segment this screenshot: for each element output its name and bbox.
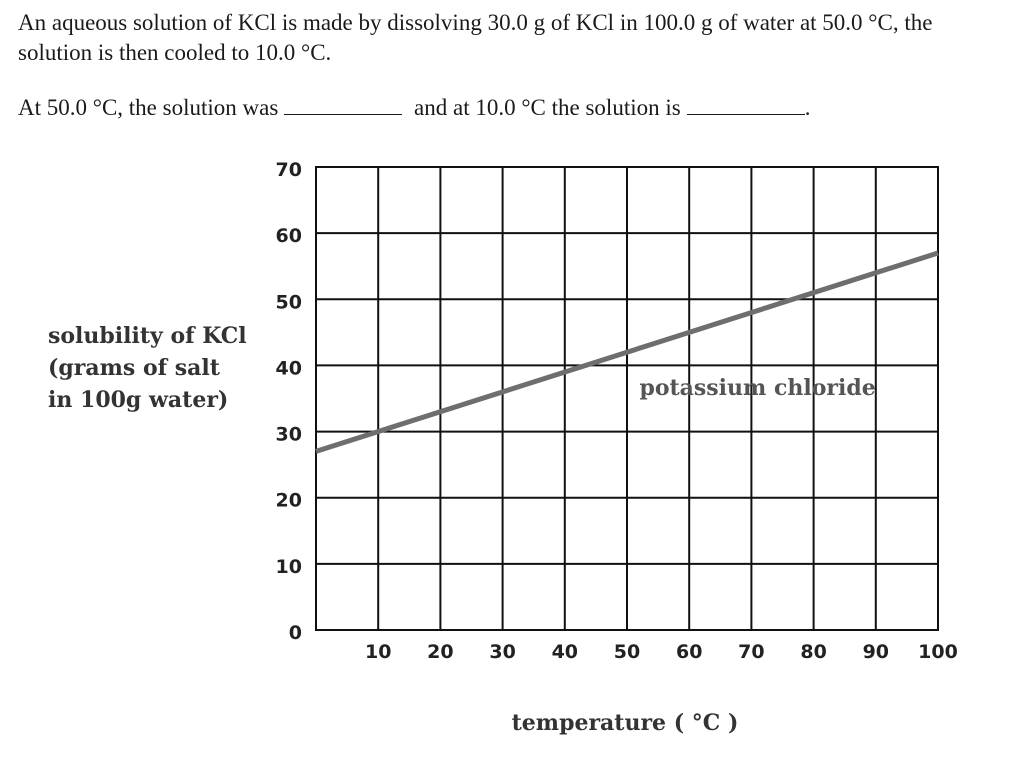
series-annotation: potassium chloride <box>639 375 875 401</box>
y-tick-label: 70 <box>276 159 302 181</box>
y-tick-label: 30 <box>276 424 302 446</box>
x-tick-label: 40 <box>552 641 578 663</box>
y-axis-label: solubility of KCl (grams of salt in 100g… <box>48 323 247 413</box>
part-b-text: and at 10.0 °C the solution is <box>414 95 681 120</box>
question-text: An aqueous solution of KCl is made by di… <box>18 10 933 65</box>
x-tick-label: 70 <box>738 641 764 663</box>
x-tick-label: 90 <box>863 641 889 663</box>
x-tick-label: 80 <box>800 641 826 663</box>
y-tick-label: 60 <box>276 225 302 247</box>
chart-series <box>315 250 939 454</box>
x-tick-label: 10 <box>365 641 391 663</box>
y-tick-label: 40 <box>276 357 302 379</box>
answer-blank-b[interactable] <box>686 94 805 115</box>
question-prompt: At 50.0 °C, the solution was and at 10.0… <box>18 93 810 123</box>
y-tick-label: 10 <box>276 556 302 578</box>
part-a-text: At 50.0 °C, the solution was <box>18 95 279 120</box>
series-line <box>315 250 939 454</box>
y-tick-label: 0 <box>289 622 302 644</box>
x-tick-label: 20 <box>427 641 453 663</box>
prompt-period: . <box>804 95 811 120</box>
chart-grid <box>315 166 939 631</box>
answer-blank-a[interactable] <box>284 94 403 115</box>
chart-ticks: 0 10 20 30 40 50 60 70 10 20 30 40 50 60 70 80 90 100 <box>276 159 958 663</box>
y-tick-label: 50 <box>276 291 302 313</box>
x-axis-label: temperature ( °C ) <box>512 710 739 736</box>
y-tick-label: 20 <box>276 490 302 512</box>
x-tick-label: 30 <box>489 641 515 663</box>
x-tick-label: 50 <box>614 641 640 663</box>
x-tick-label: 60 <box>676 641 702 663</box>
x-tick-label: 100 <box>918 641 958 663</box>
